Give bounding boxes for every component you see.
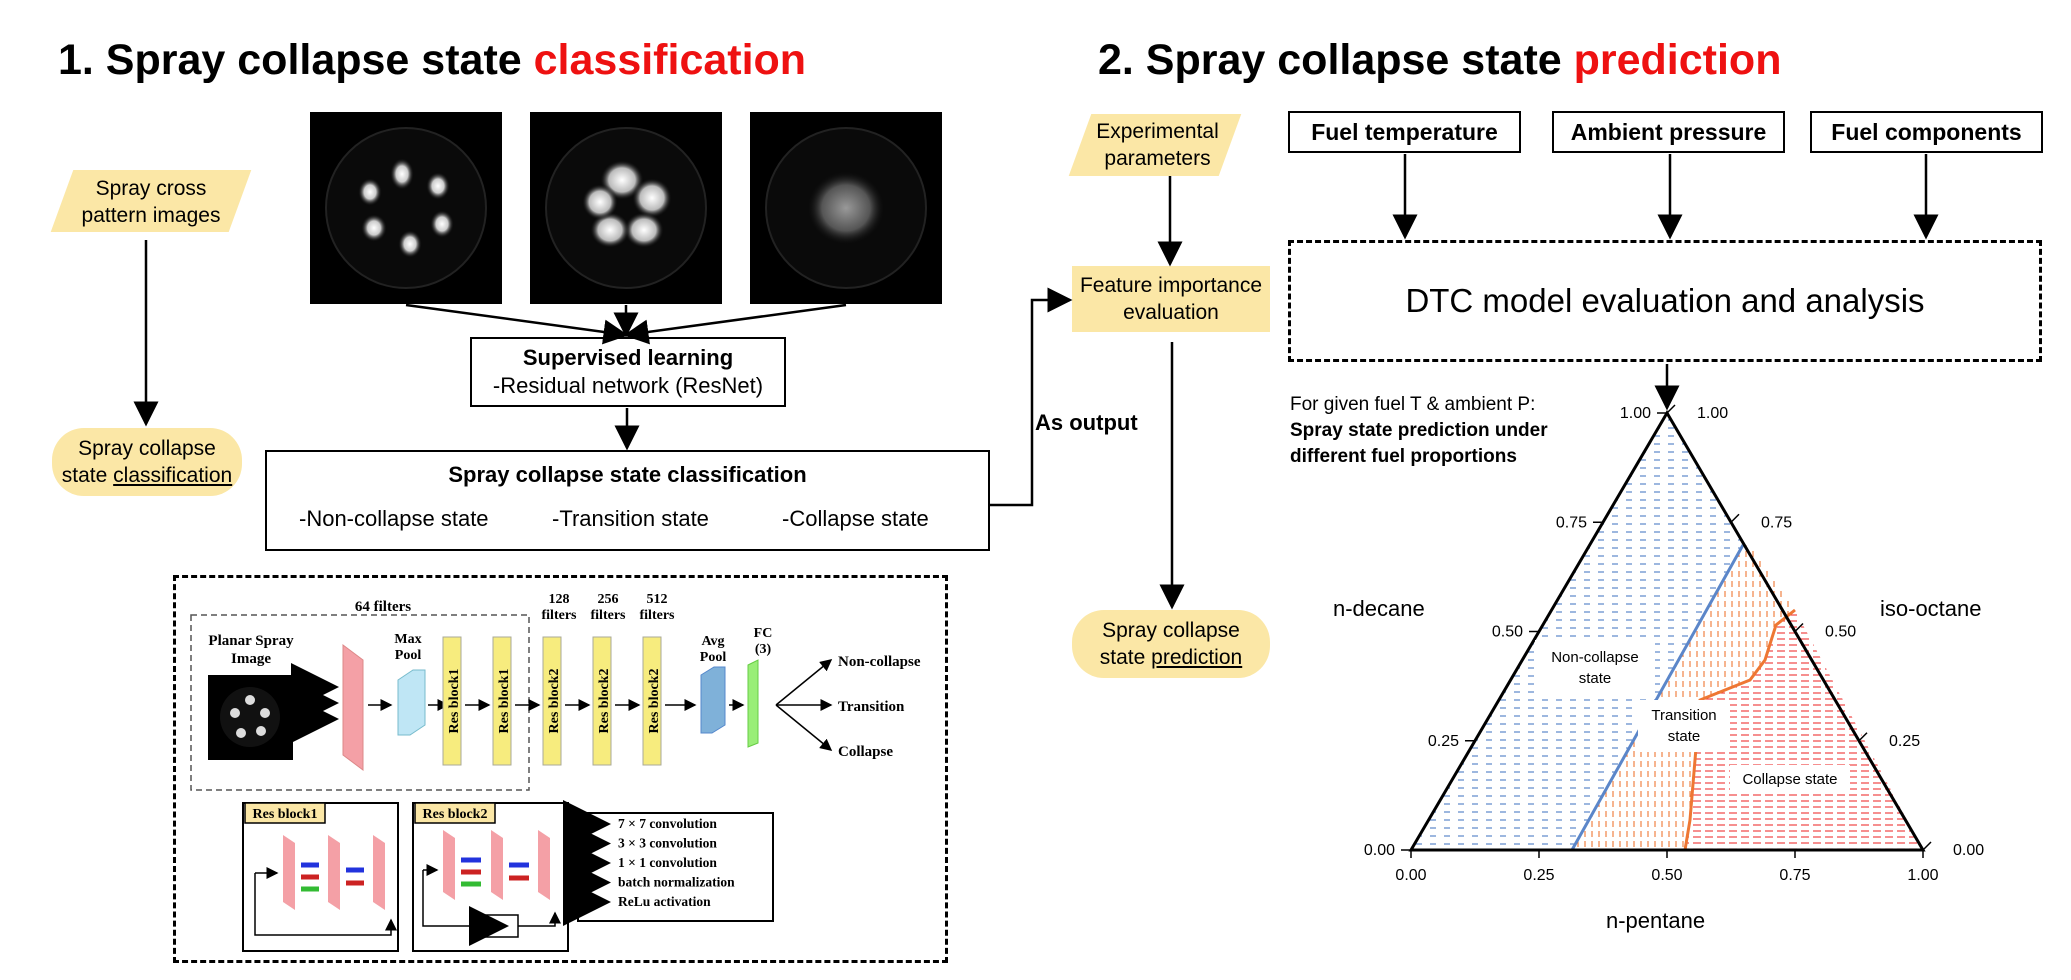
state-noncollapse: -Non-collapse state (299, 506, 489, 531)
section2-title-highlight: prediction (1573, 36, 1782, 84)
feature-importance-box: Feature importance evaluation (1072, 266, 1270, 332)
supervised-learning-subtitle: -Residual network (ResNet) (492, 373, 764, 398)
left-tick-3: 0.75 (1556, 514, 1587, 531)
conv-slab (342, 644, 364, 771)
fuel-temperature-box: Fuel temperature (1288, 111, 1521, 153)
output-transition: Transition (838, 699, 905, 715)
resblock-1-label: Res block1 (447, 669, 462, 734)
label-noncollapse-line2: state (1579, 670, 1612, 687)
axis-bottom-title: n-pentane (1606, 908, 1705, 933)
right-tick-0: 0.00 (1953, 842, 1984, 859)
output-noncollapse: Non-collapse (838, 654, 921, 670)
resblock1-detail-title: Res block1 (253, 807, 318, 822)
maxpool-label-line1: Max (394, 632, 421, 647)
region-noncollapse-fill (1411, 413, 1743, 850)
left-tick-4: 1.00 (1620, 405, 1651, 422)
legend-label-3: 1 × 1 convolution (618, 855, 717, 870)
spray-image-collapse-graphic (765, 127, 927, 289)
right-tick-1: 0.25 (1889, 733, 1920, 750)
bottom-tick-1: 0.25 (1523, 867, 1554, 884)
right-tick-4: 1.00 (1697, 405, 1728, 422)
filters-512-word: filters (640, 608, 676, 623)
label-noncollapse-line1: Non-collapse (1551, 649, 1639, 666)
legend-label-1: 7 × 7 convolution (618, 816, 717, 831)
dtc-model-box: DTC model evaluation and analysis (1288, 240, 2042, 362)
legend-label-2: 3 × 3 convolution (618, 836, 717, 851)
resblock-3 (542, 636, 562, 766)
avgpool-label-line1: Avg (701, 634, 724, 649)
prediction-output-pill: Spray collapse state prediction (1072, 610, 1270, 678)
filters-128-word: filters (542, 608, 578, 623)
region-transition-fill (1572, 545, 1795, 850)
resblock-4 (592, 636, 612, 766)
avgpool-label-line2: Pool (700, 650, 727, 665)
resblock-2-label: Res block1 (497, 669, 512, 734)
input-label: Spray cross pattern images (81, 177, 221, 227)
resblock-3-label: Res block2 (547, 669, 562, 734)
resblock-4-label: Res block2 (597, 669, 612, 734)
resblock-2 (492, 636, 512, 766)
bottom-tick-2: 0.50 (1651, 867, 1682, 884)
section1-title: 1. Spray collapse state classification (58, 36, 807, 84)
filters-256-word: filters (591, 608, 627, 623)
legend-label-4: batch normalization (618, 875, 735, 890)
resblock-5-label: Res block2 (647, 669, 662, 734)
spray-image-noncollapse-graphic (325, 127, 487, 289)
section1-title-highlight: classification (533, 36, 807, 84)
as-output-label: As output (1035, 410, 1138, 435)
cnn-input-label-line1: Planar Spray (208, 633, 294, 649)
resblock2-detail-title: Res block2 (423, 807, 488, 822)
right-tick-2: 0.50 (1825, 624, 1856, 641)
bottom-tick-4: 1.00 (1907, 867, 1938, 884)
label-transition-line2: state (1668, 728, 1701, 745)
filters-256-num: 256 (598, 592, 619, 607)
fc-label-line1: FC (754, 626, 773, 641)
label-transition-line1: Transition (1651, 707, 1716, 724)
cnn-architecture-box (173, 575, 948, 963)
cnn-architecture-diagram: Planar Spray Image 64 filters Max Pool R… (190, 592, 921, 952)
spray-image-collapse (750, 112, 942, 304)
classification-box-title: Spray collapse state classification (448, 462, 807, 487)
left-tick-0: 0.00 (1364, 842, 1395, 859)
classification-box: Spray collapse state classification -Non… (265, 450, 990, 551)
filters-128-num: 128 (549, 592, 570, 607)
axis-right-title: iso-octane (1880, 596, 1982, 621)
filters-64-label: 64 filters (355, 599, 411, 615)
supervised-learning-box: Supervised learning -Residual network (R… (470, 337, 786, 407)
boundary-collapse (1683, 608, 1796, 851)
fc-label-line2: (3) (755, 642, 772, 657)
output-collapse: Collapse (838, 744, 893, 760)
cnn-input-label-line2: Image (231, 651, 271, 667)
maxpool-label-line2: Pool (395, 648, 422, 663)
state-collapse: -Collapse state (782, 506, 929, 531)
spray-image-transition (530, 112, 722, 304)
spray-image-noncollapse (310, 112, 502, 304)
resblock-5 (642, 636, 662, 766)
left-tick-1: 0.25 (1428, 733, 1459, 750)
boundary-noncollapse (1570, 544, 1745, 851)
filters-512-num: 512 (647, 592, 668, 607)
fuel-components-box: Fuel components (1810, 111, 2043, 153)
axis-left-title: n-decane (1333, 596, 1425, 621)
ternary-note: For given fuel T & ambient P: Spray stat… (1290, 394, 1548, 467)
section2-title: 2. Spray collapse state prediction (1098, 36, 1782, 84)
bottom-tick-0: 0.00 (1395, 867, 1426, 884)
right-tick-3: 0.75 (1761, 514, 1792, 531)
left-tick-2: 0.50 (1492, 624, 1523, 641)
label-collapse: Collapse state (1742, 771, 1837, 788)
supervised-learning-title: Supervised learning (522, 345, 734, 370)
legend-label-5: ReLu activation (618, 894, 711, 909)
resblock-1 (442, 636, 462, 766)
classification-output-pill: Spray collapse state classification (52, 428, 242, 496)
experimental-label: Experimental parameters (1096, 120, 1219, 170)
spray-image-transition-graphic (545, 127, 707, 289)
ambient-pressure-box: Ambient pressure (1552, 111, 1785, 153)
state-transition: -Transition state (552, 506, 709, 531)
bottom-tick-3: 0.75 (1779, 867, 1810, 884)
